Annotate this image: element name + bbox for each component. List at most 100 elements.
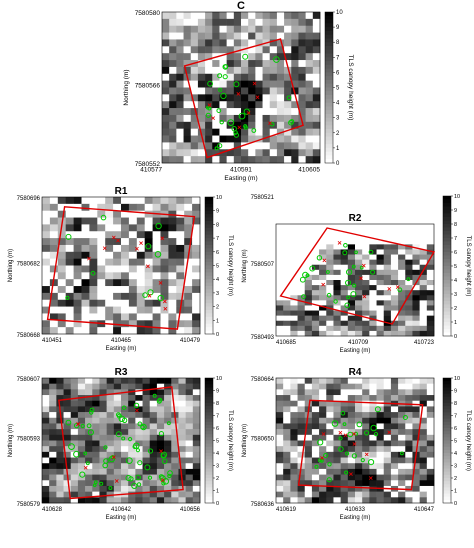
heatmap-cell	[42, 434, 50, 441]
heatmap-cell	[197, 80, 206, 88]
heatmap-cell	[42, 474, 50, 481]
colorbar-swatch	[443, 399, 451, 404]
heatmap-cell	[144, 203, 153, 211]
colorbar-tick-label: 7	[216, 414, 219, 420]
heatmap-cell	[405, 383, 413, 390]
heatmap-cell	[113, 468, 122, 475]
heatmap-cell	[283, 395, 291, 402]
heatmap-cell	[185, 440, 194, 447]
heatmap-cell	[142, 417, 151, 424]
heatmap-cell	[162, 108, 170, 116]
dead-tree-marker	[349, 472, 353, 476]
heatmap-cell	[42, 238, 51, 246]
heatmap-cell	[164, 491, 172, 498]
heatmap-cell	[57, 279, 66, 287]
heatmap-cell	[160, 224, 169, 232]
heatmap-cell	[340, 269, 349, 276]
heatmap-cell	[290, 330, 298, 337]
live-tree-marker	[83, 451, 88, 456]
heatmap-cell	[312, 46, 321, 54]
heatmap-cell	[398, 434, 406, 441]
heatmap-cell	[326, 417, 334, 424]
heatmap-cell	[412, 249, 420, 255]
heatmap-cell	[241, 128, 249, 136]
colorbar-swatch	[443, 318, 451, 323]
heatmap-cell	[269, 87, 278, 95]
colorbar-tick-label: 6	[454, 426, 457, 432]
heatmap-cell	[65, 299, 74, 307]
heatmap-cell	[355, 417, 363, 424]
heatmap-cell	[255, 25, 263, 33]
heatmap-cell	[312, 135, 321, 143]
heatmap-cell	[304, 249, 313, 255]
heatmap-cell	[276, 12, 285, 20]
heatmap-cell	[276, 480, 284, 487]
heatmap-cell	[319, 417, 327, 424]
heatmap-cell	[276, 254, 284, 260]
heatmap-cell	[49, 203, 59, 211]
heatmap-cell	[405, 269, 413, 276]
heatmap-cell	[190, 80, 199, 88]
heatmap-cell	[168, 313, 177, 321]
heatmap-cell	[276, 300, 284, 306]
heatmap-cell	[405, 474, 413, 481]
heatmap-cell	[305, 66, 314, 75]
heatmap-cell	[283, 389, 291, 396]
dead-tree-marker	[387, 286, 392, 291]
live-tree-marker	[89, 407, 95, 413]
heatmap-cell	[311, 249, 320, 255]
heatmap-cell	[340, 429, 349, 436]
heatmap-cell	[312, 156, 321, 164]
heatmap-cell	[144, 279, 153, 287]
heatmap-cell	[319, 463, 327, 470]
heatmap-cell	[362, 224, 370, 230]
heatmap-cell	[185, 457, 194, 464]
heatmap-cell	[89, 320, 98, 328]
heatmap-cell	[276, 395, 284, 402]
heatmap-cell	[183, 108, 192, 116]
heatmap-cell	[184, 231, 193, 239]
colorbar-swatch	[205, 418, 213, 423]
heatmap-cell	[412, 378, 420, 384]
heatmap-cell	[185, 406, 194, 413]
heatmap-cell	[192, 440, 201, 447]
heatmap-cell	[390, 285, 399, 291]
dead-tree-marker	[87, 256, 91, 261]
live-tree-marker	[370, 269, 376, 275]
colorbar-swatch	[205, 390, 213, 395]
heatmap-cell	[176, 224, 185, 232]
live-tree-marker	[406, 277, 411, 282]
heatmap-cell	[105, 238, 114, 246]
heatmap-cell	[169, 39, 177, 47]
heatmap-cell	[426, 434, 435, 441]
heatmap-cell	[398, 224, 406, 230]
heatmap-cell	[142, 406, 151, 413]
colorbar-tick-label: 2	[454, 476, 457, 482]
heatmap-cell	[113, 457, 122, 464]
heatmap-cell	[106, 423, 115, 430]
heatmap-cell	[405, 310, 413, 316]
colorbar-swatch	[443, 220, 451, 225]
heatmap-cell	[160, 217, 169, 225]
live-tree-marker	[86, 423, 92, 429]
live-tree-marker	[317, 439, 324, 446]
heatmap-cell	[290, 485, 298, 492]
heatmap-cell	[426, 480, 435, 487]
heatmap-cell	[347, 463, 356, 470]
heatmap-cell	[319, 468, 327, 475]
heatmap-cell	[144, 197, 153, 205]
heatmap-cell	[57, 299, 66, 307]
heatmap-cell	[419, 300, 428, 306]
heatmap-cell	[171, 423, 179, 430]
heatmap-cell	[340, 224, 349, 230]
heatmap-cell	[57, 286, 66, 294]
heatmap-cell	[304, 295, 313, 301]
heatmap-cell	[128, 497, 136, 504]
heatmap-cell	[97, 217, 106, 225]
heatmap-cell	[142, 446, 151, 453]
heatmap-cell	[57, 244, 66, 253]
heatmap-cell	[192, 491, 201, 498]
colorbar-swatch	[443, 462, 451, 466]
heatmap-cell	[333, 383, 341, 390]
